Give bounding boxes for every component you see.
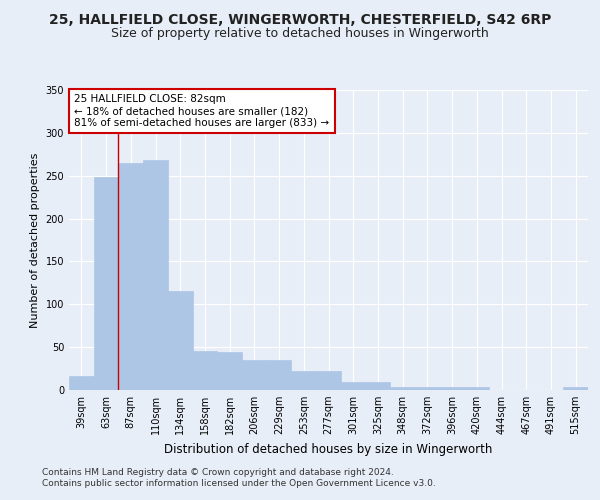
Bar [168,290,193,390]
Bar [193,352,217,390]
Y-axis label: Number of detached properties: Number of detached properties [30,152,40,328]
Bar [341,382,365,390]
Bar [69,376,94,390]
Bar [563,388,588,390]
Bar [94,176,118,390]
Text: 25, HALLFIELD CLOSE, WINGERWORTH, CHESTERFIELD, S42 6RP: 25, HALLFIELD CLOSE, WINGERWORTH, CHESTE… [49,12,551,26]
Bar [242,360,267,390]
Bar [316,371,341,390]
Bar [217,352,242,390]
Bar [267,360,292,390]
Bar [143,160,168,390]
Bar [464,388,489,390]
X-axis label: Distribution of detached houses by size in Wingerworth: Distribution of detached houses by size … [164,442,493,456]
Bar [415,386,440,390]
Bar [118,163,143,390]
Bar [390,388,415,390]
Bar [365,382,390,390]
Text: Contains HM Land Registry data © Crown copyright and database right 2024.
Contai: Contains HM Land Registry data © Crown c… [42,468,436,487]
Bar [440,386,464,390]
Text: 25 HALLFIELD CLOSE: 82sqm
← 18% of detached houses are smaller (182)
81% of semi: 25 HALLFIELD CLOSE: 82sqm ← 18% of detac… [74,94,329,128]
Bar [292,371,316,390]
Text: Size of property relative to detached houses in Wingerworth: Size of property relative to detached ho… [111,28,489,40]
